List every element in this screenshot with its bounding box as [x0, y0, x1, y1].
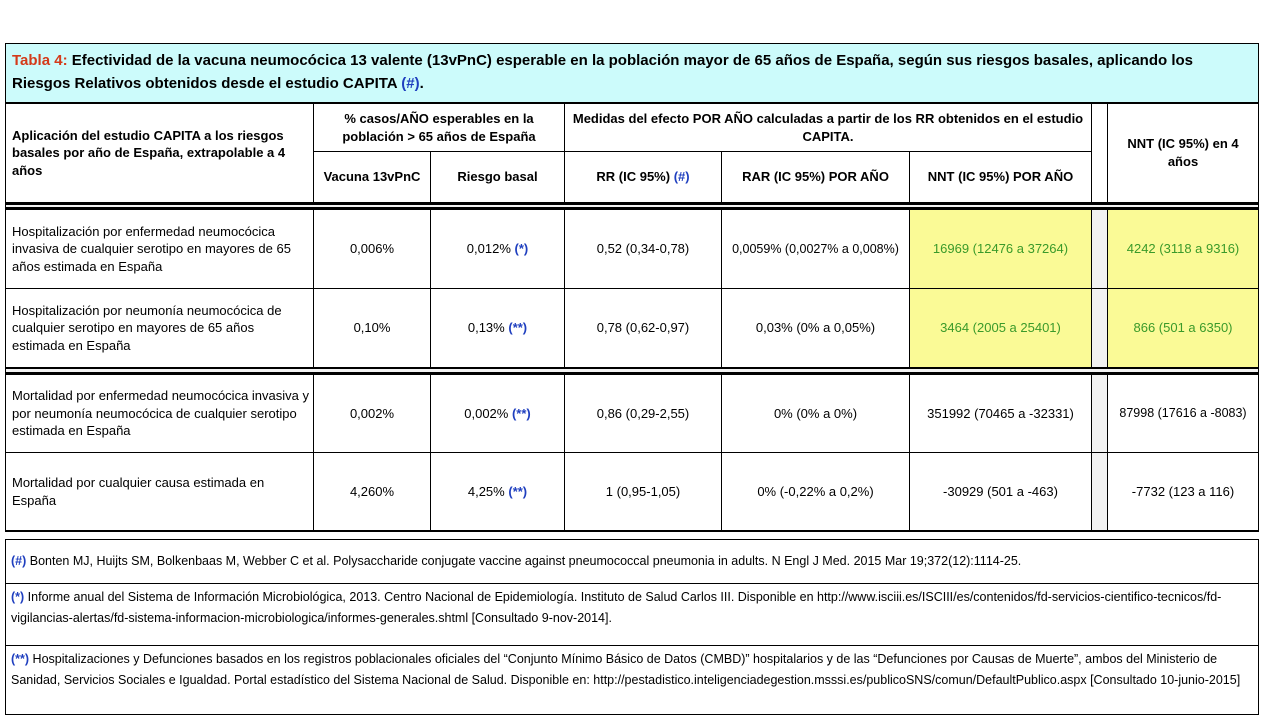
header-group-effect: Medidas del efecto POR AÑO calculadas a …: [564, 103, 1092, 152]
reference-text: Hospitalizaciones y Defunciones basados …: [11, 652, 1241, 688]
cell-rr: 1 (0,95-1,05): [564, 452, 722, 532]
cell-spacer: [1091, 209, 1108, 289]
cell-vacuna: 0,10%: [313, 288, 431, 368]
row-label: Mortalidad por cualquier causa estimada …: [5, 452, 314, 532]
cell-vacuna: 0,006%: [313, 209, 431, 289]
header-riesgo-basal: Riesgo basal: [430, 151, 565, 203]
rule: [5, 372, 1259, 374]
cell-nnt-year: -30929 (501 a -463): [909, 452, 1092, 532]
header-application: Aplicación del estudio CAPITA a los ries…: [5, 103, 314, 203]
header-spacer: [1091, 103, 1108, 203]
cell-rr: 0,78 (0,62-0,97): [564, 288, 722, 368]
header-vacuna: Vacuna 13vPnC: [313, 151, 431, 203]
rule: [5, 367, 1259, 369]
cell-nnt-4years: 4242 (3118 a 9316): [1107, 209, 1259, 289]
row-label: Mortalidad por enfermedad neumocócica in…: [5, 374, 314, 453]
reference-tag: (#): [11, 553, 27, 568]
table-title-text: Efectividad de la vacuna neumocócica 13 …: [12, 52, 1194, 92]
cell-rar: 0,0059% (0,0027% a 0,008%): [721, 209, 910, 289]
table-title: Tabla 4: Efectividad de la vacuna neumoc…: [5, 43, 1259, 103]
cell-nnt-4years: 866 (501 a 6350): [1107, 288, 1259, 368]
rule: [5, 530, 1259, 532]
cell-riesgo: 0,002% (**): [430, 374, 565, 453]
cell-riesgo-value: 0,002%: [464, 405, 509, 421]
cell-riesgo-value: 0,012%: [466, 241, 511, 257]
reference-1: (#) Bonten MJ, Huijts SM, Bolkenbaas M, …: [5, 539, 1259, 584]
cell-nnt-year: 16969 (12476 a 37264): [909, 209, 1092, 289]
cell-rr: 0,52 (0,34-0,78): [564, 209, 722, 289]
cell-riesgo-ref: (*): [514, 241, 529, 257]
cell-spacer: [1091, 288, 1108, 368]
reference-text: Informe anual del Sistema de Información…: [11, 590, 1222, 626]
cell-vacuna: 4,260%: [313, 452, 431, 532]
header-group-cases: % casos/AÑO esperables en la población >…: [313, 103, 565, 152]
reference-3: (**) Hospitalizaciones y Defunciones bas…: [5, 645, 1259, 715]
reference-tag: (*): [11, 590, 25, 604]
cell-riesgo: 4,25% (**): [430, 452, 565, 532]
header-rar: RAR (IC 95%) POR AÑO: [721, 151, 910, 203]
rule: [5, 207, 1259, 209]
row-gap: [5, 367, 1259, 374]
cell-spacer: [1091, 452, 1108, 532]
cell-vacuna: 0,002%: [313, 374, 431, 453]
cell-riesgo-ref: (**): [511, 405, 531, 421]
reference-tag: (**): [11, 652, 30, 666]
header-rr: RR (IC 95%) (#): [564, 151, 722, 203]
row-label: Hospitalización por neumonía neumocócica…: [5, 288, 314, 368]
header-rr-ref: (#): [673, 169, 690, 185]
cell-riesgo-value: 4,25%: [467, 484, 505, 500]
cell-nnt-4years: -7732 (123 a 116): [1107, 452, 1259, 532]
rule: [5, 203, 1259, 205]
title-end: .: [419, 74, 424, 92]
header-gap: [5, 203, 1259, 209]
header-nnt-4years: NNT (IC 95%) en 4 años: [1107, 103, 1259, 203]
cell-rar: 0,03% (0% a 0,05%): [721, 288, 910, 368]
reference-text: Bonten MJ, Huijts SM, Bolkenbaas M, Webb…: [26, 553, 1022, 568]
cell-riesgo-ref: (**): [508, 320, 528, 336]
cell-riesgo-value: 0,13%: [467, 320, 505, 336]
title-ref: (#): [401, 74, 420, 92]
cell-rar: 0% (-0,22% a 0,2%): [721, 452, 910, 532]
cell-nnt-year: 351992 (70465 a -32331): [909, 374, 1092, 453]
cell-nnt-4years: 87998 (17616 a -8083): [1107, 374, 1259, 453]
reference-2: (*) Informe anual del Sistema de Informa…: [5, 583, 1259, 646]
cell-rar: 0% (0% a 0%): [721, 374, 910, 453]
header-nnt-year: NNT (IC 95%) POR AÑO: [909, 151, 1092, 203]
cell-riesgo: 0,13% (**): [430, 288, 565, 368]
cell-nnt-year: 3464 (2005 a 25401): [909, 288, 1092, 368]
cell-riesgo: 0,012% (*): [430, 209, 565, 289]
cell-rr: 0,86 (0,29-2,55): [564, 374, 722, 453]
cell-spacer: [1091, 374, 1108, 453]
header-rr-text: RR (IC 95%): [596, 169, 671, 185]
row-label: Hospitalización por enfermedad neumocóci…: [5, 209, 314, 289]
table-label: Tabla 4:: [12, 52, 68, 69]
cell-riesgo-ref: (**): [508, 484, 528, 500]
